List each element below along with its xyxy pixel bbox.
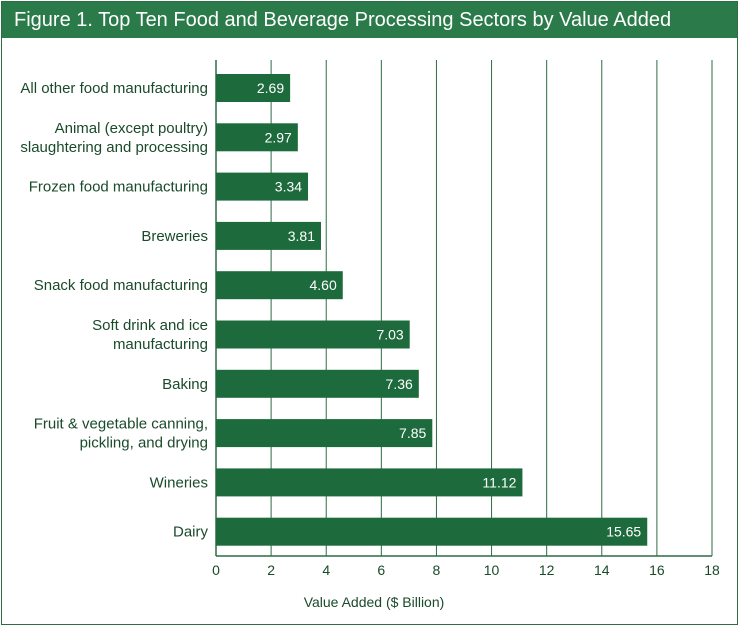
bar-value-label: 11.12 <box>482 474 516 490</box>
category-label: slaughtering and processing <box>20 139 208 156</box>
bar <box>216 74 291 102</box>
x-tick-label: 18 <box>704 562 720 578</box>
bar <box>216 468 523 497</box>
x-tick-label: 16 <box>649 562 665 578</box>
x-tick-label: 12 <box>539 562 555 578</box>
category-label: Frozen food manufacturing <box>29 179 208 196</box>
bar-value-label: 3.81 <box>288 228 315 244</box>
chart-title: Figure 1. Top Ten Food and Beverage Proc… <box>2 2 737 38</box>
category-label: Baking <box>162 376 208 393</box>
x-tick-label: 4 <box>322 562 330 578</box>
bar-value-label: 7.36 <box>386 376 413 392</box>
category-label: Breweries <box>141 228 208 245</box>
category-label: Wineries <box>150 474 208 491</box>
x-tick-label: 14 <box>594 562 610 578</box>
x-tick-label: 2 <box>267 562 275 578</box>
category-label: manufacturing <box>113 336 208 353</box>
bar <box>216 320 410 349</box>
bar-value-label: 2.69 <box>257 80 284 96</box>
bar <box>216 369 419 398</box>
bar <box>216 123 298 152</box>
bar <box>216 271 343 300</box>
bar-value-label: 15.65 <box>606 524 641 540</box>
bar-value-label: 4.60 <box>310 277 337 293</box>
bar-value-label: 3.34 <box>275 179 302 195</box>
category-label: Dairy <box>173 524 209 541</box>
category-label: Snack food manufacturing <box>34 277 208 294</box>
bar <box>216 172 309 201</box>
category-label: pickling, and drying <box>80 435 208 452</box>
bar-value-label: 2.97 <box>265 129 292 145</box>
bar <box>216 517 648 546</box>
bar <box>216 221 321 250</box>
x-axis-title: Value Added ($ Billion) <box>304 594 445 610</box>
category-label: Animal (except poultry) <box>55 120 208 137</box>
x-tick-label: 0 <box>212 562 220 578</box>
category-label: Fruit & vegetable canning, <box>34 416 208 433</box>
category-label: Soft drink and ice <box>92 317 208 334</box>
x-tick-label: 8 <box>433 562 441 578</box>
category-label: All other food manufacturing <box>20 80 208 97</box>
bar <box>216 419 433 448</box>
x-tick-label: 6 <box>377 562 385 578</box>
bar-value-label: 7.85 <box>399 425 426 441</box>
bar-value-label: 7.03 <box>376 327 403 343</box>
x-tick-label: 10 <box>484 562 500 578</box>
